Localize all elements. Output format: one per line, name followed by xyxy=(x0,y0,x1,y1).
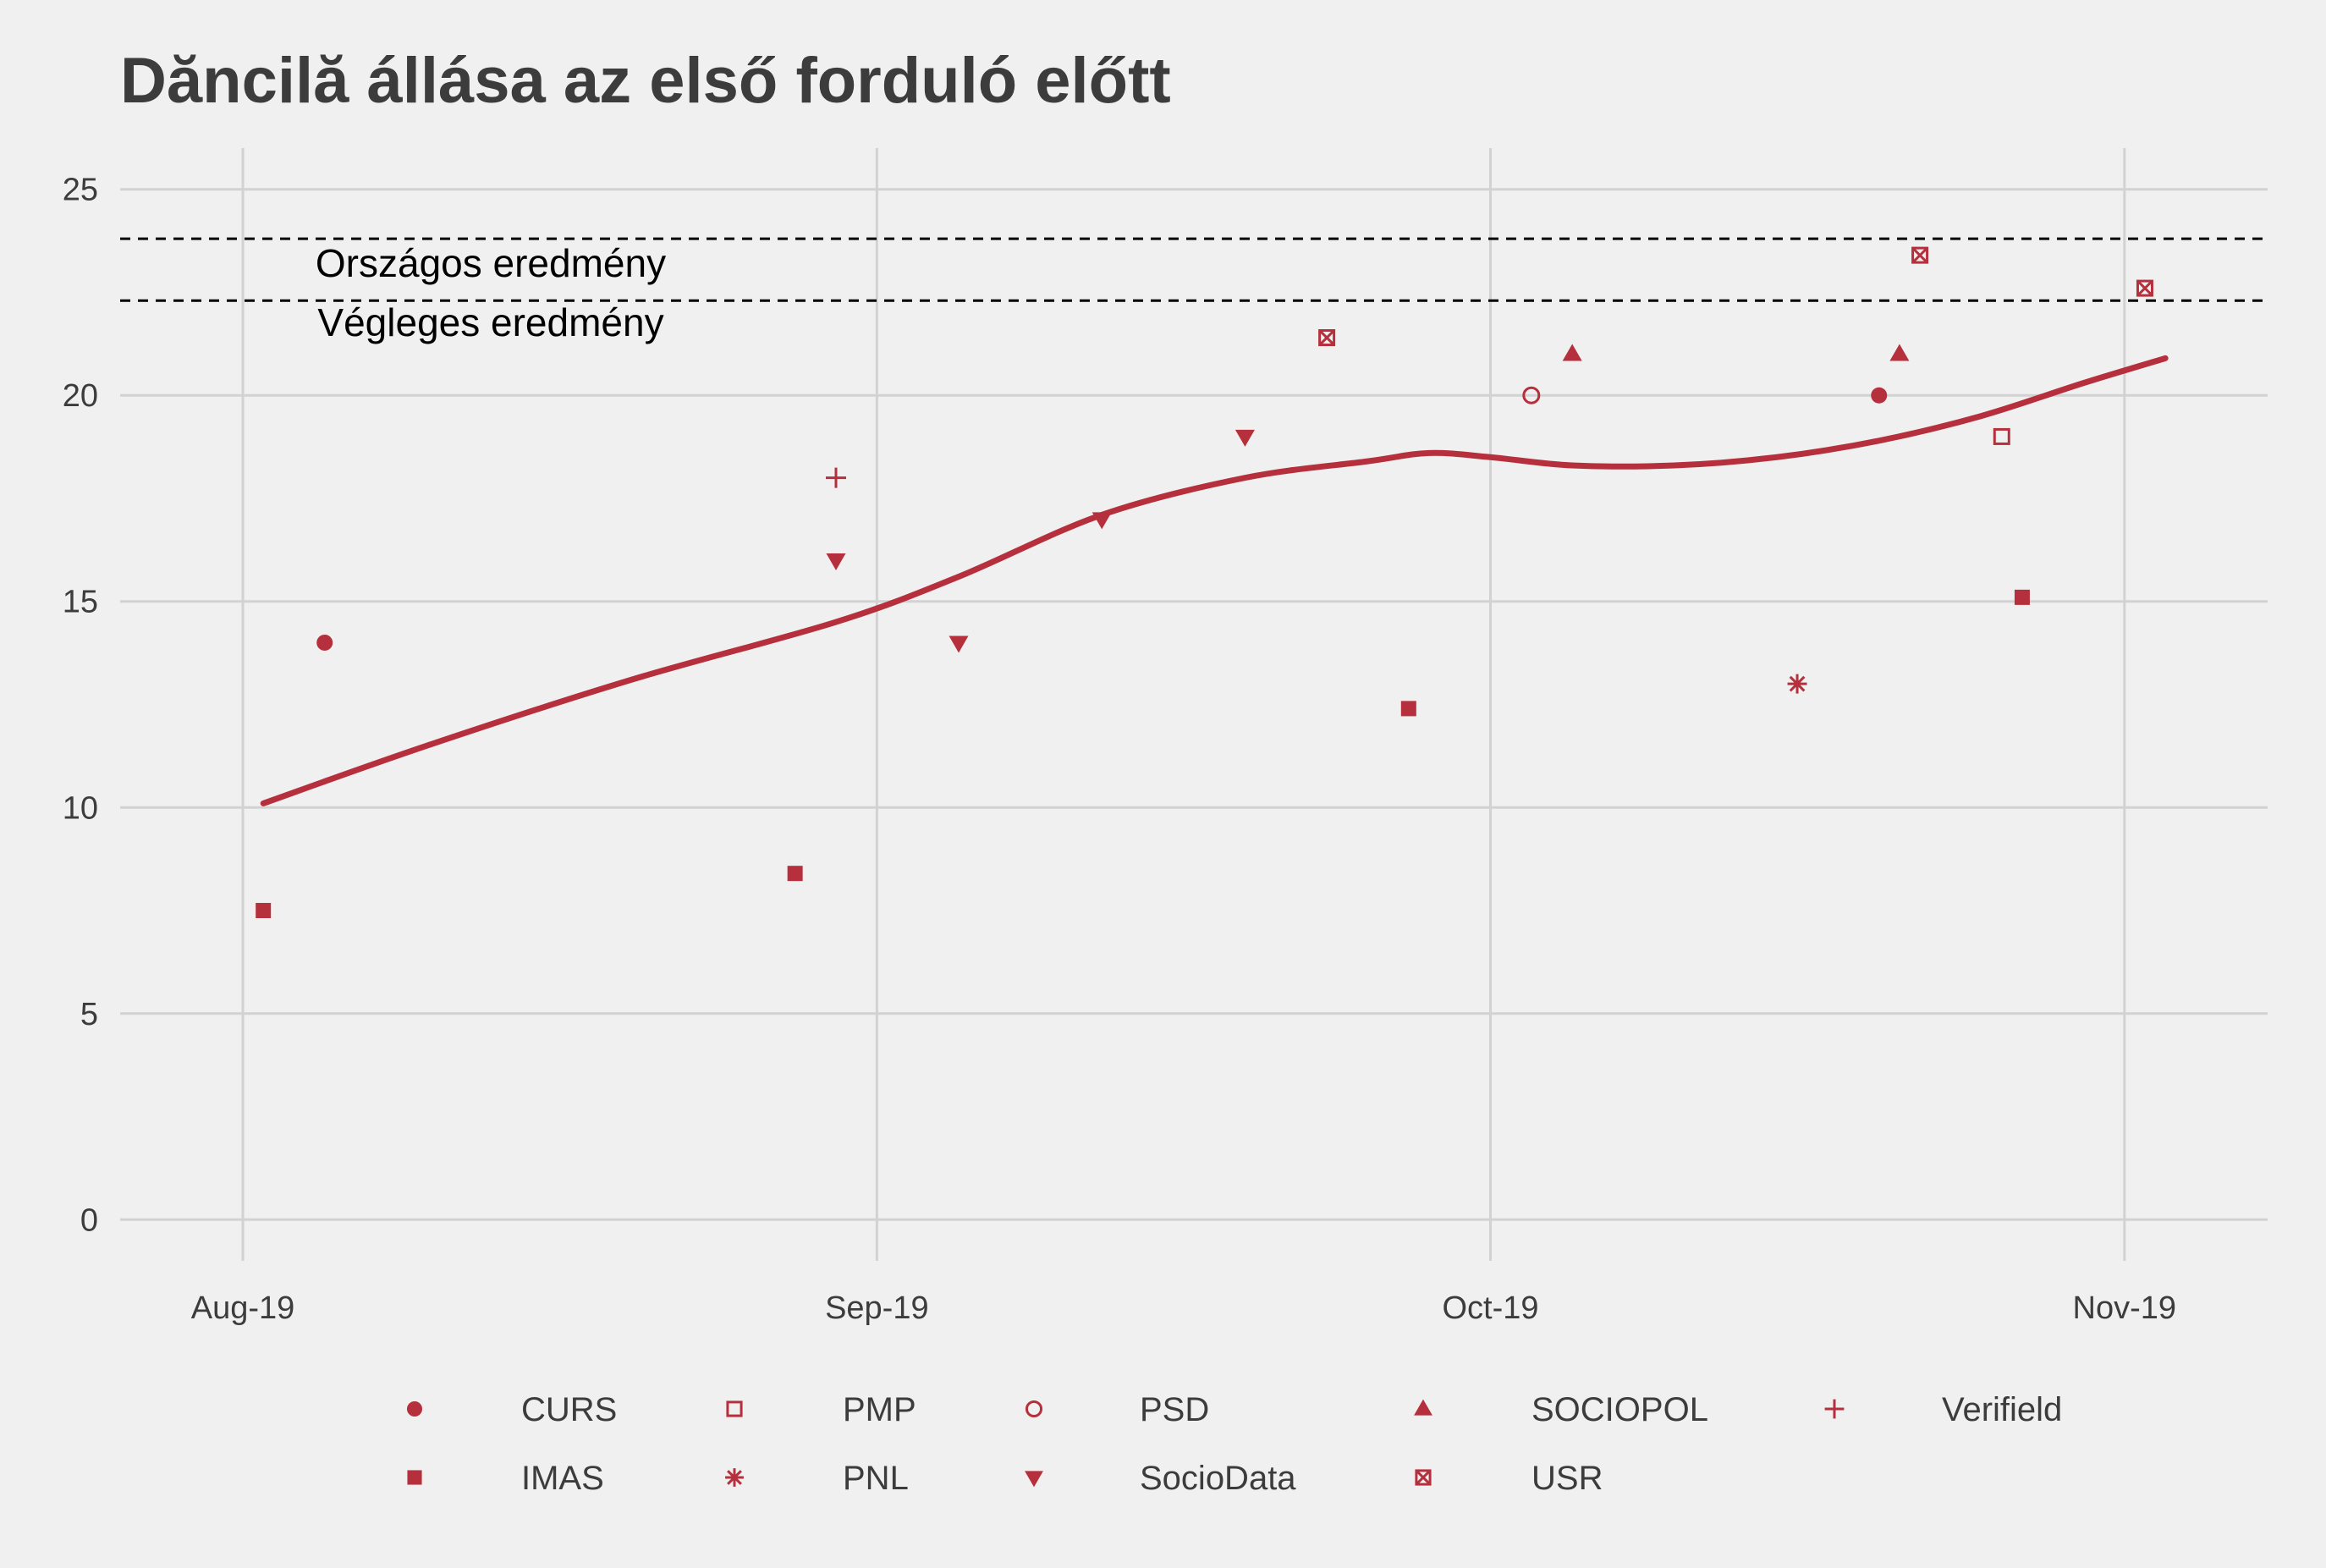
legend-label: IMAS xyxy=(521,1460,604,1497)
marker-shape xyxy=(2136,280,2153,297)
y-tick-label: 20 xyxy=(63,378,98,414)
data-point-sociodata xyxy=(1092,512,1112,530)
marker-shape xyxy=(1025,1471,1043,1488)
marker-shape xyxy=(2136,279,2153,297)
data-point-psd xyxy=(1522,386,1541,404)
legend-label: SocioData xyxy=(1140,1460,1296,1497)
data-point-sociodata xyxy=(1234,429,1255,447)
marker-shape xyxy=(1415,1469,1432,1486)
marker-shape xyxy=(1414,1399,1432,1416)
legend-item: PMP xyxy=(726,1391,916,1428)
reference-line-label: Végleges eredmény xyxy=(317,300,663,344)
data-point-sociodata xyxy=(826,553,846,571)
legend-key xyxy=(1414,1399,1432,1416)
marker-shape xyxy=(949,635,969,653)
legend-item: SOCIOPOL xyxy=(1414,1391,1708,1428)
data-point-imas xyxy=(256,903,272,919)
marker-shape xyxy=(1415,1469,1432,1486)
legend-label: USR xyxy=(1531,1460,1603,1497)
marker-shape xyxy=(407,1470,422,1485)
x-tick-label: Oct-19 xyxy=(1442,1290,1538,1326)
marker-shape xyxy=(1911,247,1928,264)
legend-item: PSD xyxy=(1025,1391,1209,1428)
reference-line-label: Országos eredmény xyxy=(316,241,666,285)
x-tick-label: Sep-19 xyxy=(825,1290,929,1326)
legend-key xyxy=(1025,1471,1043,1488)
y-tick-label: 10 xyxy=(63,790,98,826)
marker-shape xyxy=(787,866,803,882)
marker-shape xyxy=(1318,329,1335,346)
chart-title: Dăncilă állása az első forduló előtt xyxy=(120,45,1171,117)
data-point-sociodata xyxy=(949,635,969,653)
legend-label: PMP xyxy=(843,1391,916,1428)
data-point-sociopol xyxy=(1889,344,1910,361)
marker-shape xyxy=(726,1400,743,1417)
marker-shape xyxy=(2014,589,2030,605)
marker-shape xyxy=(1824,1399,1845,1419)
data-point-imas xyxy=(787,866,803,882)
marker-shape xyxy=(826,553,846,571)
legend-key xyxy=(726,1400,743,1417)
marker-shape xyxy=(406,1400,423,1417)
legend-item: SocioData xyxy=(1025,1460,1296,1497)
marker-shape xyxy=(1400,701,1416,717)
data-point-imas xyxy=(1400,701,1416,717)
marker-shape xyxy=(1787,674,1807,694)
marker-shape xyxy=(1092,512,1112,530)
marker-shape xyxy=(1562,344,1582,361)
legend-key xyxy=(406,1400,423,1417)
data-point-usr xyxy=(1318,329,1336,347)
marker-shape xyxy=(256,903,272,919)
trend-line xyxy=(260,355,2169,806)
legend-item: PNL xyxy=(725,1460,909,1497)
legend-label: PSD xyxy=(1140,1391,1209,1428)
legend-item: IMAS xyxy=(407,1460,604,1497)
data-point-sociopol xyxy=(1562,344,1582,361)
x-tick-label: Aug-19 xyxy=(191,1290,295,1326)
legend-item: CURS xyxy=(406,1391,617,1428)
legend-key xyxy=(407,1470,422,1485)
legend-key xyxy=(1415,1469,1432,1486)
marker-shape xyxy=(1522,386,1541,404)
y-tick-label: 25 xyxy=(63,173,98,208)
data-point-usr xyxy=(1911,246,1929,264)
marker-shape xyxy=(1871,387,1888,404)
marker-shape xyxy=(1993,427,2010,445)
data-point-imas xyxy=(2014,589,2030,605)
legend-label: PNL xyxy=(843,1460,909,1497)
y-tick-label: 5 xyxy=(80,997,98,1032)
marker-shape xyxy=(1025,1400,1043,1418)
legend-item: USR xyxy=(1415,1460,1603,1497)
data-point-usr xyxy=(2136,279,2153,297)
legend-label: CURS xyxy=(521,1391,617,1428)
marker-shape xyxy=(826,467,846,488)
legend-label: SOCIOPOL xyxy=(1531,1391,1708,1428)
data-point-pnl xyxy=(1787,674,1807,694)
data-point-curs xyxy=(316,634,333,651)
marker-shape xyxy=(725,1468,744,1487)
marker-shape xyxy=(1318,329,1336,347)
data-point-verifield xyxy=(826,467,846,488)
legend-key xyxy=(725,1468,744,1487)
y-tick-label: 0 xyxy=(80,1202,98,1238)
legend-key xyxy=(1025,1400,1043,1418)
marker-shape xyxy=(1234,429,1255,447)
legend-label: Verifield xyxy=(1942,1391,2062,1428)
legend-item: Verifield xyxy=(1824,1391,2062,1428)
data-point-pmp xyxy=(1993,427,2010,445)
x-tick-label: Nov-19 xyxy=(2073,1290,2177,1326)
marker-shape xyxy=(316,634,333,651)
data-point-curs xyxy=(1871,387,1888,404)
marker-shape xyxy=(1889,344,1910,361)
legend-key xyxy=(1824,1399,1845,1419)
y-tick-label: 15 xyxy=(63,585,98,620)
marker-shape xyxy=(1911,246,1929,264)
